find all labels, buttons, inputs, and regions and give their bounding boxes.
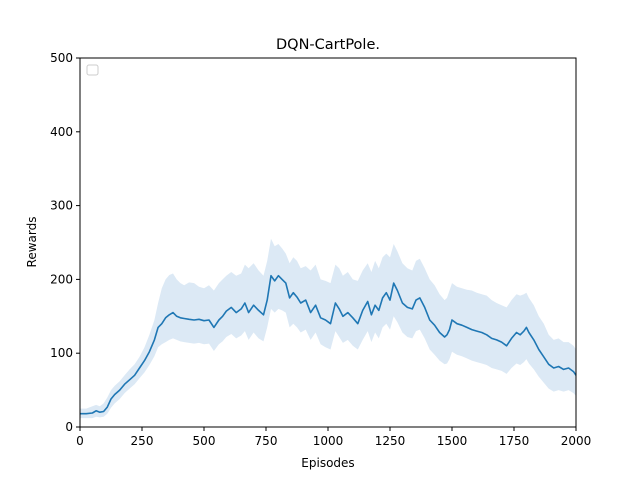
axis-ticks: 0 250 500 750 1000 1250 1500 1750 2000 0 100 200 300… xyxy=(50,51,591,448)
series-0-confidence-band xyxy=(80,238,576,419)
y-tick-label: 200 xyxy=(50,272,73,286)
x-axis-label: Episodes xyxy=(301,456,354,470)
y-axis-label: Rewards xyxy=(25,217,39,268)
series-0-mean-line xyxy=(80,274,577,415)
x-tick-label: 250 xyxy=(131,434,154,448)
x-tick-label: 1250 xyxy=(375,434,406,448)
x-tick-label: 2000 xyxy=(561,434,592,448)
legend-box xyxy=(86,64,99,76)
x-tick-label: 1000 xyxy=(313,434,344,448)
y-tick-label: 500 xyxy=(50,51,73,65)
chart-title: DQN-CartPole. xyxy=(276,37,380,53)
y-tick-label: 400 xyxy=(50,125,73,139)
x-tick-label: 1500 xyxy=(437,434,468,448)
y-tick-label: 0 xyxy=(65,420,73,434)
plot-frame xyxy=(79,57,577,428)
y-tick-label: 300 xyxy=(50,199,73,213)
plot-area xyxy=(80,238,577,419)
x-tick-label: 750 xyxy=(255,434,278,448)
x-tick-label: 0 xyxy=(76,434,84,448)
x-tick-label: 500 xyxy=(193,434,216,448)
x-tick-label: 1750 xyxy=(499,434,530,448)
y-tick-label: 100 xyxy=(50,346,73,360)
